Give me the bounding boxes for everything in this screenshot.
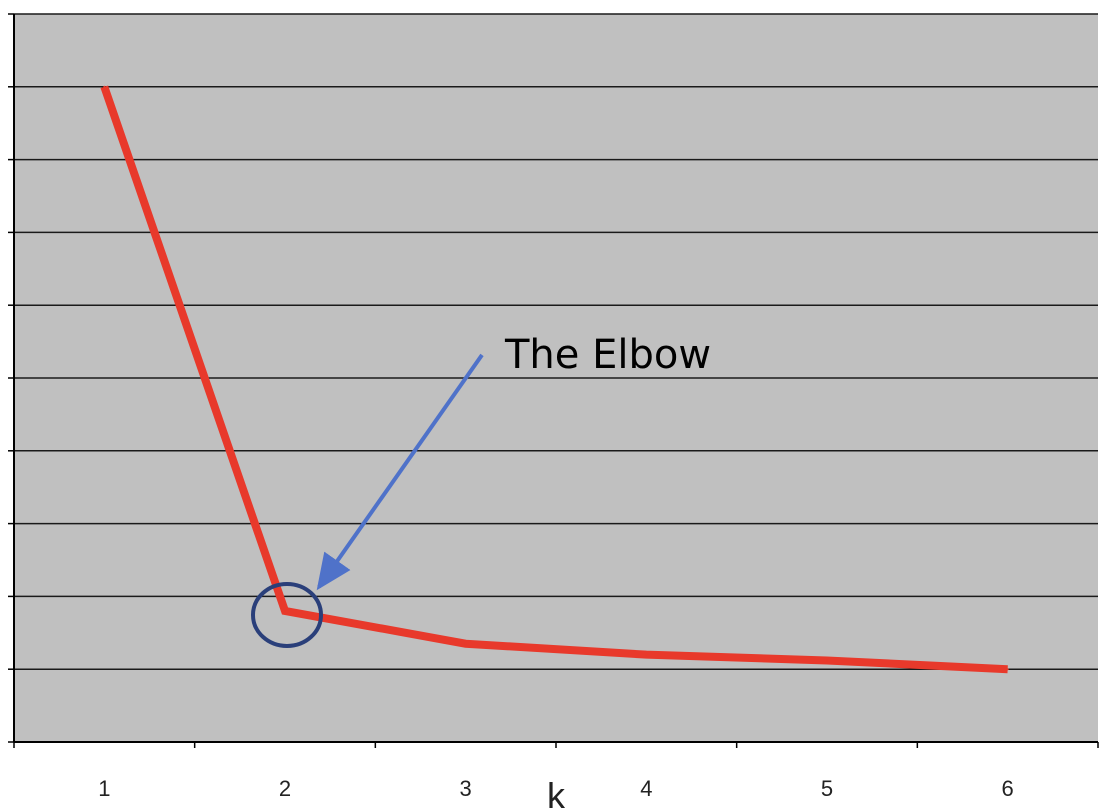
- data-point: [284, 609, 286, 612]
- x-tick-labels: 1 2 3 4 5 6: [98, 776, 1014, 801]
- x-tick-label: 3: [460, 776, 472, 801]
- data-point: [645, 653, 648, 656]
- elbow-annotation: The Elbow: [251, 332, 711, 648]
- elbow-circle: [251, 581, 323, 648]
- annotation-arrow: [316, 353, 484, 591]
- series-line: [100, 85, 1008, 674]
- x-tick-label: 2: [279, 776, 291, 801]
- data-point: [464, 642, 467, 645]
- data-point: [103, 85, 106, 88]
- x-tick-label: 4: [640, 776, 652, 801]
- series: [100, 85, 1009, 674]
- axes: [8, 13, 1099, 748]
- data-point: [826, 659, 828, 662]
- x-tick-label: 5: [821, 776, 833, 801]
- data-point: [1006, 668, 1009, 671]
- x-tick-label: 1: [98, 776, 110, 801]
- x-tick-label: 6: [1002, 776, 1014, 801]
- x-axis-title: k: [547, 775, 566, 810]
- annotation-text: The Elbow: [504, 332, 711, 378]
- gridlines: [14, 13, 1098, 670]
